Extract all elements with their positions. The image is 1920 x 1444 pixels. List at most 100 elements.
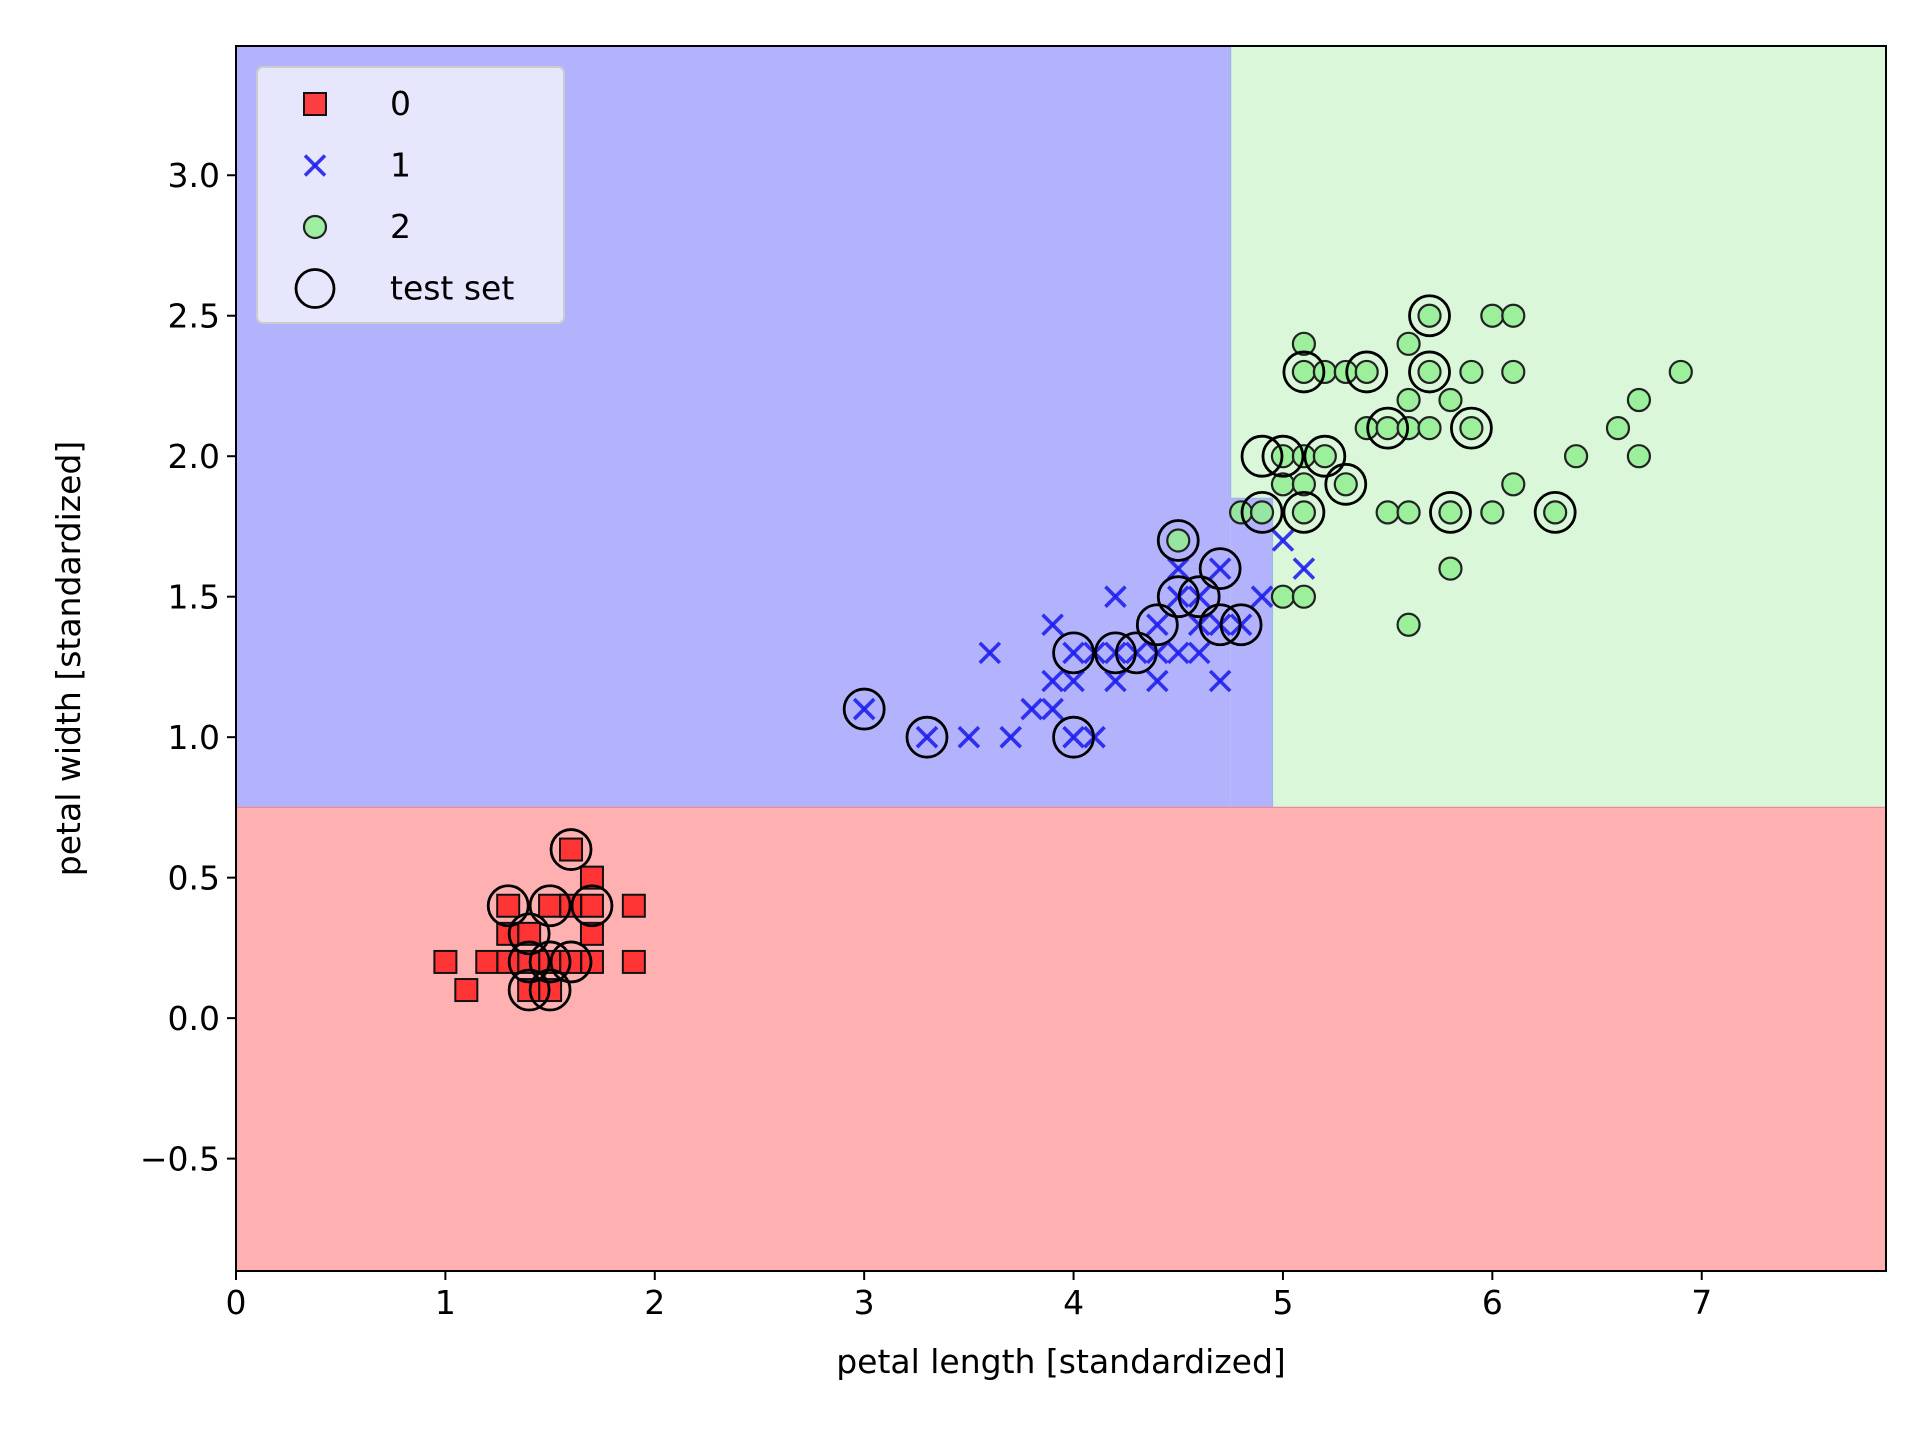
y-axis-label: petal width [standardized] xyxy=(49,441,88,876)
data-point xyxy=(1501,359,1526,385)
data-point xyxy=(1146,669,1169,693)
data-point xyxy=(1345,350,1389,394)
series-3 xyxy=(486,294,1577,1012)
data-point xyxy=(1417,359,1442,385)
x-stroke xyxy=(978,641,1002,665)
data-point xyxy=(1396,387,1421,413)
data-point xyxy=(1333,472,1358,497)
data-point xyxy=(1156,575,1200,619)
decision-region-class-0 xyxy=(236,807,1886,1271)
legend-item: 1 xyxy=(303,146,411,185)
data-point xyxy=(1605,416,1631,441)
x-stroke xyxy=(999,725,1023,749)
x-stroke xyxy=(1208,557,1232,580)
data-point xyxy=(1324,462,1368,506)
data-point xyxy=(915,725,939,749)
data-points xyxy=(433,294,1693,1012)
data-point xyxy=(1062,725,1085,749)
y-tick-label: 0.0 xyxy=(168,999,220,1038)
x-stroke xyxy=(1041,613,1064,637)
x-stroke xyxy=(915,725,939,749)
x-stroke xyxy=(1146,669,1169,693)
data-point xyxy=(1052,715,1095,759)
data-point xyxy=(1041,697,1064,721)
x-stroke xyxy=(1104,669,1127,693)
legend-label: test set xyxy=(390,269,514,308)
x-axis-label: petal length [standardized] xyxy=(836,1342,1286,1381)
data-point xyxy=(1270,584,1296,609)
decision-regions xyxy=(236,46,1886,1271)
decision-region-class-2 xyxy=(1272,498,1886,808)
data-point xyxy=(1417,416,1442,441)
data-point xyxy=(1450,406,1493,450)
data-point xyxy=(978,641,1002,665)
data-point xyxy=(1438,500,1463,525)
data-point xyxy=(579,921,604,946)
data-point xyxy=(1198,603,1242,647)
data-point xyxy=(528,940,572,984)
x-tick-label: 4 xyxy=(1063,1283,1084,1322)
x-stroke xyxy=(1062,669,1085,693)
x-tick-label: 1 xyxy=(435,1283,456,1322)
data-point xyxy=(1104,669,1127,693)
data-point xyxy=(517,921,542,946)
data-point xyxy=(1626,444,1652,469)
data-point xyxy=(528,884,572,928)
data-point xyxy=(1166,528,1191,553)
data-point xyxy=(1291,331,1316,356)
data-point xyxy=(1198,547,1242,590)
legend-marker xyxy=(303,154,327,177)
data-point xyxy=(1292,557,1316,580)
x-stroke xyxy=(1062,641,1085,665)
x-tick-label: 6 xyxy=(1482,1283,1503,1322)
data-point xyxy=(1146,613,1169,637)
series-2 xyxy=(1166,303,1693,637)
data-point xyxy=(1459,416,1484,441)
data-point xyxy=(1375,500,1400,525)
data-point xyxy=(1282,490,1326,534)
y-tick-label: 1.5 xyxy=(168,578,220,617)
data-point xyxy=(549,940,593,984)
data-point xyxy=(1438,556,1463,581)
data-point xyxy=(1396,500,1421,525)
series-0 xyxy=(433,837,646,1003)
data-point xyxy=(852,697,876,721)
data-point xyxy=(1156,519,1200,562)
x-stroke xyxy=(1271,529,1295,552)
data-point xyxy=(507,912,551,956)
x-stroke xyxy=(1250,585,1274,608)
legend-marker xyxy=(302,214,328,240)
data-point xyxy=(1303,434,1347,478)
x-stroke xyxy=(1041,697,1064,721)
x-stroke xyxy=(1104,585,1127,608)
data-point xyxy=(621,893,646,918)
legend-item: 2 xyxy=(302,207,411,246)
data-point xyxy=(507,940,551,984)
data-point xyxy=(1104,585,1127,608)
data-point xyxy=(1501,472,1526,497)
data-point xyxy=(1312,444,1337,469)
data-point xyxy=(1114,631,1158,675)
data-point xyxy=(1429,490,1472,534)
data-point xyxy=(1166,641,1190,665)
data-point xyxy=(1408,294,1451,338)
x-stroke xyxy=(957,725,981,749)
data-point xyxy=(842,687,886,731)
legend-label: 2 xyxy=(390,207,411,246)
data-point xyxy=(1480,500,1505,525)
data-point xyxy=(1208,669,1232,693)
data-point xyxy=(454,978,479,1003)
data-point xyxy=(1354,359,1379,385)
data-point xyxy=(528,968,572,1012)
data-point xyxy=(1062,669,1085,693)
data-point xyxy=(538,893,563,918)
data-point xyxy=(1166,557,1190,580)
data-point xyxy=(1240,490,1284,534)
x-stroke xyxy=(852,697,876,721)
data-point xyxy=(999,725,1023,749)
data-point xyxy=(1250,585,1274,608)
data-point xyxy=(1438,387,1463,413)
data-point xyxy=(1062,641,1085,665)
